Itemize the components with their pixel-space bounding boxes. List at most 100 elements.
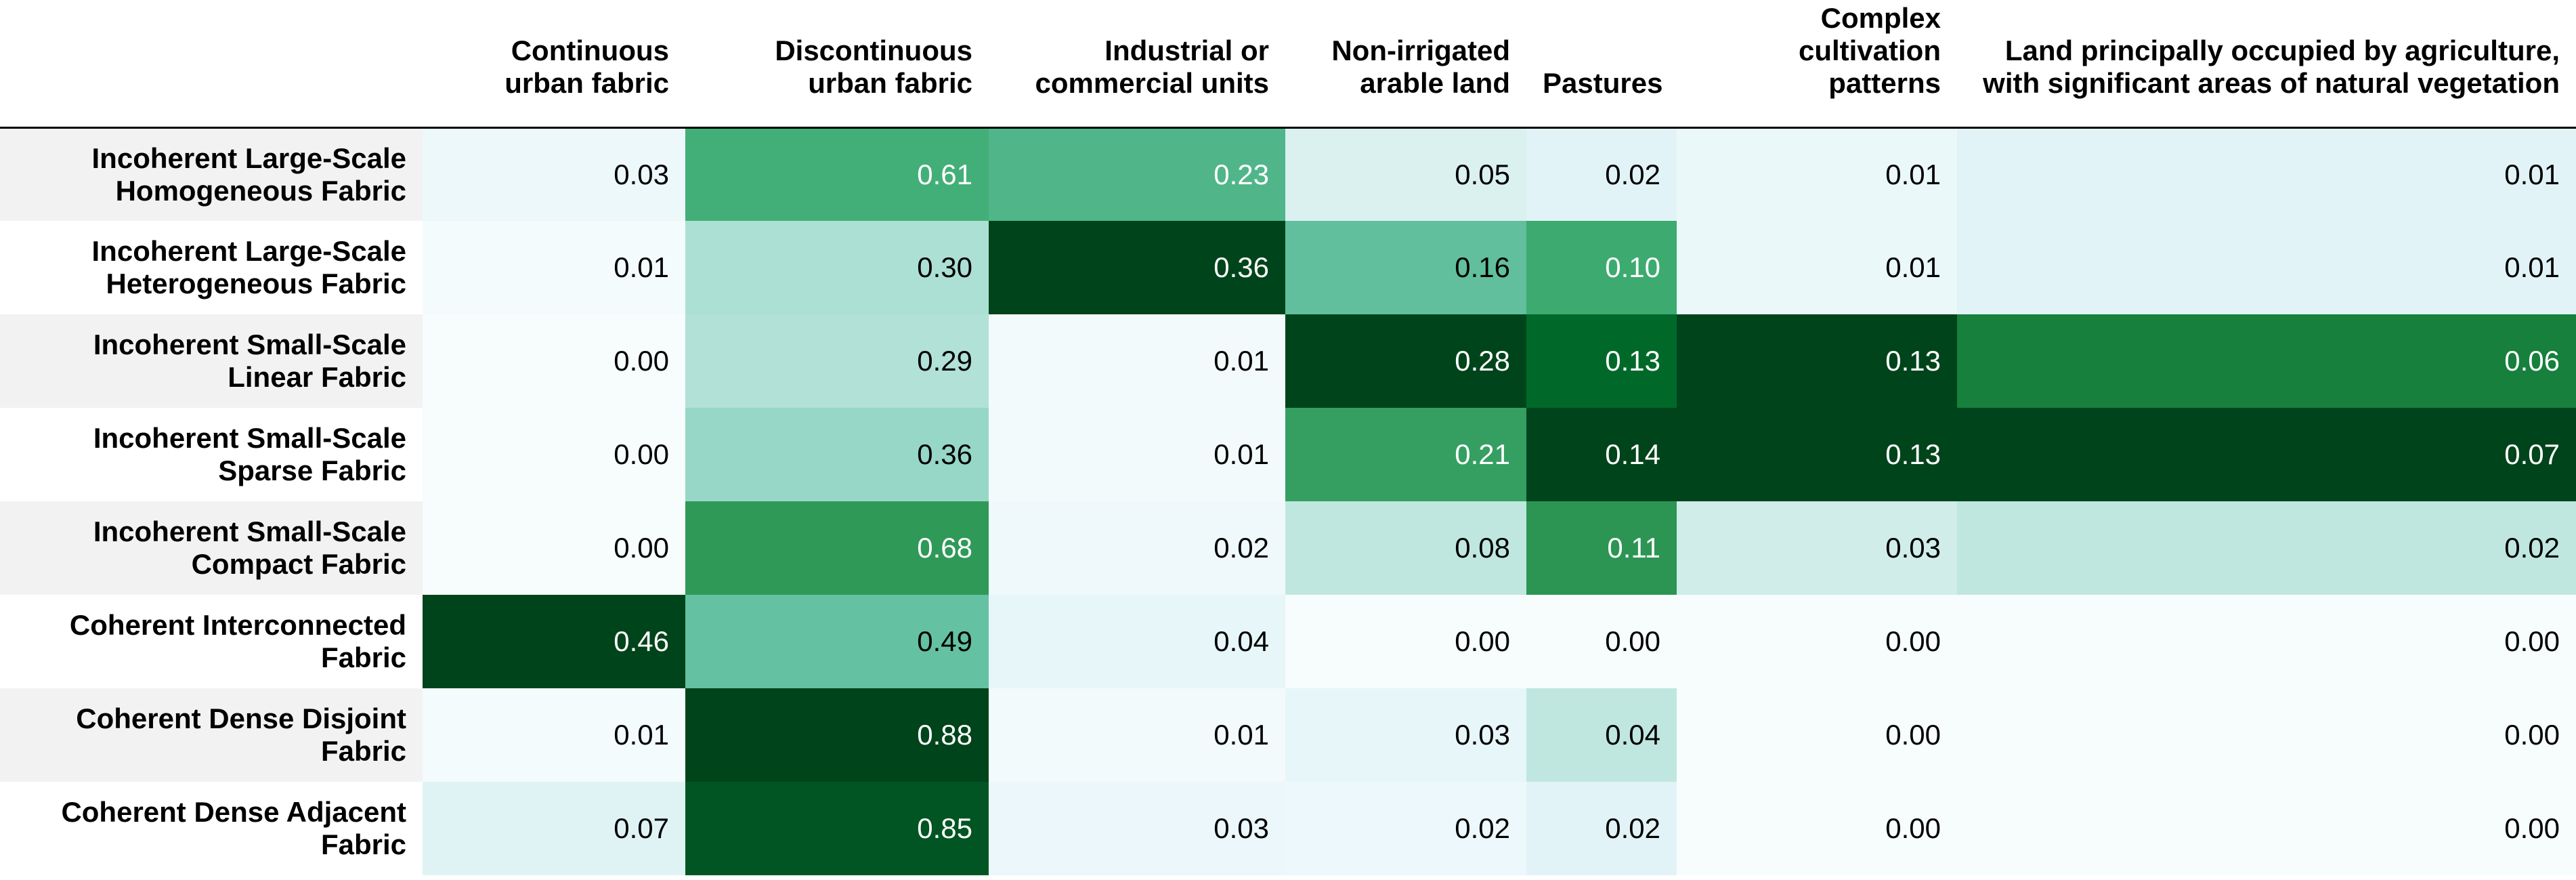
- heatmap-cell: 0.16: [1285, 221, 1526, 314]
- corner-cell: [0, 0, 423, 129]
- table-row: Coherent Dense Disjoint Fabric 0.01 0.88 0.0…: [0, 688, 2576, 782]
- column-header-line: Discontinuous: [775, 34, 972, 66]
- row-header-line: Incoherent Large-Scale: [91, 142, 406, 174]
- heatmap-cell: 0.23: [989, 127, 1285, 221]
- heatmap-cell: 0.49: [685, 595, 989, 688]
- column-header: Non-irrigated arable land: [1285, 0, 1526, 129]
- heatmap-cell: 0.68: [685, 501, 989, 595]
- heatmap-cell: 0.01: [989, 688, 1285, 782]
- heatmap-cell: 0.21: [1285, 408, 1526, 501]
- heatmap-cell: 0.01: [1677, 221, 1957, 314]
- column-header-line: cultivation: [1798, 34, 1941, 66]
- column-header-line: patterns: [1828, 66, 1941, 99]
- heatmap-cell: 0.00: [1957, 595, 2576, 688]
- heatmap-cell: 0.05: [1285, 127, 1526, 221]
- row-header-line: Sparse Fabric: [218, 455, 406, 486]
- table-row: Coherent Dense Adjacent Fabric 0.07 0.85 0.0…: [0, 782, 2576, 875]
- table-row: Coherent Interconnected Fabric 0.46 0.49 0.0…: [0, 595, 2576, 688]
- heatmap-cell: 0.02: [1526, 782, 1677, 875]
- row-header-line: Compact Fabric: [191, 548, 406, 580]
- column-header-line: Land principally occupied by agriculture…: [2004, 34, 2560, 66]
- row-header: Incoherent Small-Scale Sparse Fabric: [0, 408, 423, 501]
- row-header-line: Coherent Interconnected: [69, 609, 406, 641]
- table-row: Incoherent Small-Scale Compact Fabric 0.00…: [0, 501, 2576, 595]
- heatmap-cell: 0.00: [1957, 782, 2576, 875]
- heatmap-cell: 0.30: [685, 221, 989, 314]
- row-header-line: Incoherent Small-Scale: [93, 422, 406, 454]
- heatmap-cell: 0.01: [989, 408, 1285, 501]
- heatmap-cell: 0.03: [1677, 501, 1957, 595]
- column-header: Discontinuous urban fabric: [685, 0, 989, 129]
- heatmap-cell: 0.00: [423, 314, 685, 408]
- heatmap-cell: 0.01: [1677, 127, 1957, 221]
- heatmap-cell: 0.88: [685, 688, 989, 782]
- row-header: Incoherent Large-Scale Heterogeneous Fabr…: [0, 221, 423, 314]
- heatmap-cell: 0.13: [1677, 314, 1957, 408]
- heatmap-cell: 0.01: [1957, 221, 2576, 314]
- row-header-line: Incoherent Large-Scale: [91, 235, 406, 267]
- heatmap-cell: 0.01: [989, 314, 1285, 408]
- column-header: Industrial or commercial units: [989, 0, 1285, 129]
- heatmap-cell: 0.36: [989, 221, 1285, 314]
- table-row: Incoherent Large-Scale Homogeneous Fabric…: [0, 127, 2576, 221]
- heatmap-cell: 0.04: [1526, 688, 1677, 782]
- heatmap-cell: 0.00: [1677, 595, 1957, 688]
- table-body: Incoherent Large-Scale Homogeneous Fabric…: [0, 127, 2576, 875]
- heatmap-cell: 0.03: [989, 782, 1285, 875]
- column-header-line: commercial units: [1035, 66, 1269, 99]
- heatmap-cell: 0.13: [1677, 408, 1957, 501]
- heatmap-cell: 0.13: [1526, 314, 1677, 408]
- column-header: Complex cultivation patterns: [1677, 0, 1957, 129]
- row-header-line: Homogeneous Fabric: [115, 174, 406, 207]
- heatmap-cell: 0.00: [1957, 688, 2576, 782]
- heatmap-cell: 0.14: [1526, 408, 1677, 501]
- heatmap-cell: 0.00: [1677, 688, 1957, 782]
- heatmap-cell: 0.61: [685, 127, 989, 221]
- row-header: Incoherent Small-Scale Compact Fabric: [0, 501, 423, 595]
- heatmap-cell: 0.01: [423, 221, 685, 314]
- column-header-line: arable land: [1360, 66, 1510, 99]
- row-header-line: Fabric: [320, 642, 406, 673]
- column-header-line: Pastures: [1543, 66, 1663, 99]
- heatmap-cell: 0.02: [989, 501, 1285, 595]
- row-header-line: Fabric: [320, 829, 406, 860]
- column-header-line: Industrial or: [1104, 34, 1269, 66]
- row-header: Incoherent Small-Scale Linear Fabric: [0, 314, 423, 408]
- heatmap-cell: 0.29: [685, 314, 989, 408]
- heatmap-cell: 0.46: [423, 595, 685, 688]
- column-header-line: Non-irrigated: [1331, 34, 1510, 66]
- header-row: Continuous urban fabric Discontinuous urban…: [0, 0, 2576, 129]
- column-header-line: with significant areas of natural vegeta…: [1983, 66, 2560, 99]
- heatmap-cell: 0.08: [1285, 501, 1526, 595]
- column-header: Pastures: [1526, 0, 1677, 129]
- heatmap-cell: 0.04: [989, 595, 1285, 688]
- heatmap-cell: 0.07: [1957, 408, 2576, 501]
- heatmap-cell: 0.28: [1285, 314, 1526, 408]
- table-row: Incoherent Small-Scale Sparse Fabric 0.00 0…: [0, 408, 2576, 501]
- row-header: Coherent Dense Adjacent Fabric: [0, 782, 423, 875]
- heatmap-cell: 0.01: [423, 688, 685, 782]
- row-header-line: Incoherent Small-Scale: [93, 516, 406, 547]
- heatmap-cell: 0.02: [1957, 501, 2576, 595]
- heatmap-cell: 0.07: [423, 782, 685, 875]
- column-header: Continuous urban fabric: [423, 0, 685, 129]
- heatmap-cell: 0.00: [1677, 782, 1957, 875]
- heatmap-cell: 0.06: [1957, 314, 2576, 408]
- heatmap-cell: 0.00: [1285, 595, 1526, 688]
- column-header-line: urban fabric: [808, 66, 972, 99]
- heatmap-cell: 0.01: [1957, 127, 2576, 221]
- heatmap-cell: 0.85: [685, 782, 989, 875]
- row-header-line: Incoherent Small-Scale: [93, 329, 406, 360]
- heatmap-cell: 0.00: [423, 501, 685, 595]
- row-header: Incoherent Large-Scale Homogeneous Fabric: [0, 127, 423, 221]
- row-header: Coherent Dense Disjoint Fabric: [0, 688, 423, 782]
- column-header: Land principally occupied by agriculture…: [1957, 0, 2576, 129]
- heatmap-cell: 0.10: [1526, 221, 1677, 314]
- column-header-line: Continuous: [511, 34, 669, 66]
- row-header-line: Heterogeneous Fabric: [106, 268, 406, 299]
- table-row: Incoherent Small-Scale Linear Fabric 0.00 0…: [0, 314, 2576, 408]
- table-row: Incoherent Large-Scale Heterogeneous Fabr…: [0, 221, 2576, 314]
- heatmap-cell: 0.02: [1526, 127, 1677, 221]
- heatmap-cell: 0.03: [1285, 688, 1526, 782]
